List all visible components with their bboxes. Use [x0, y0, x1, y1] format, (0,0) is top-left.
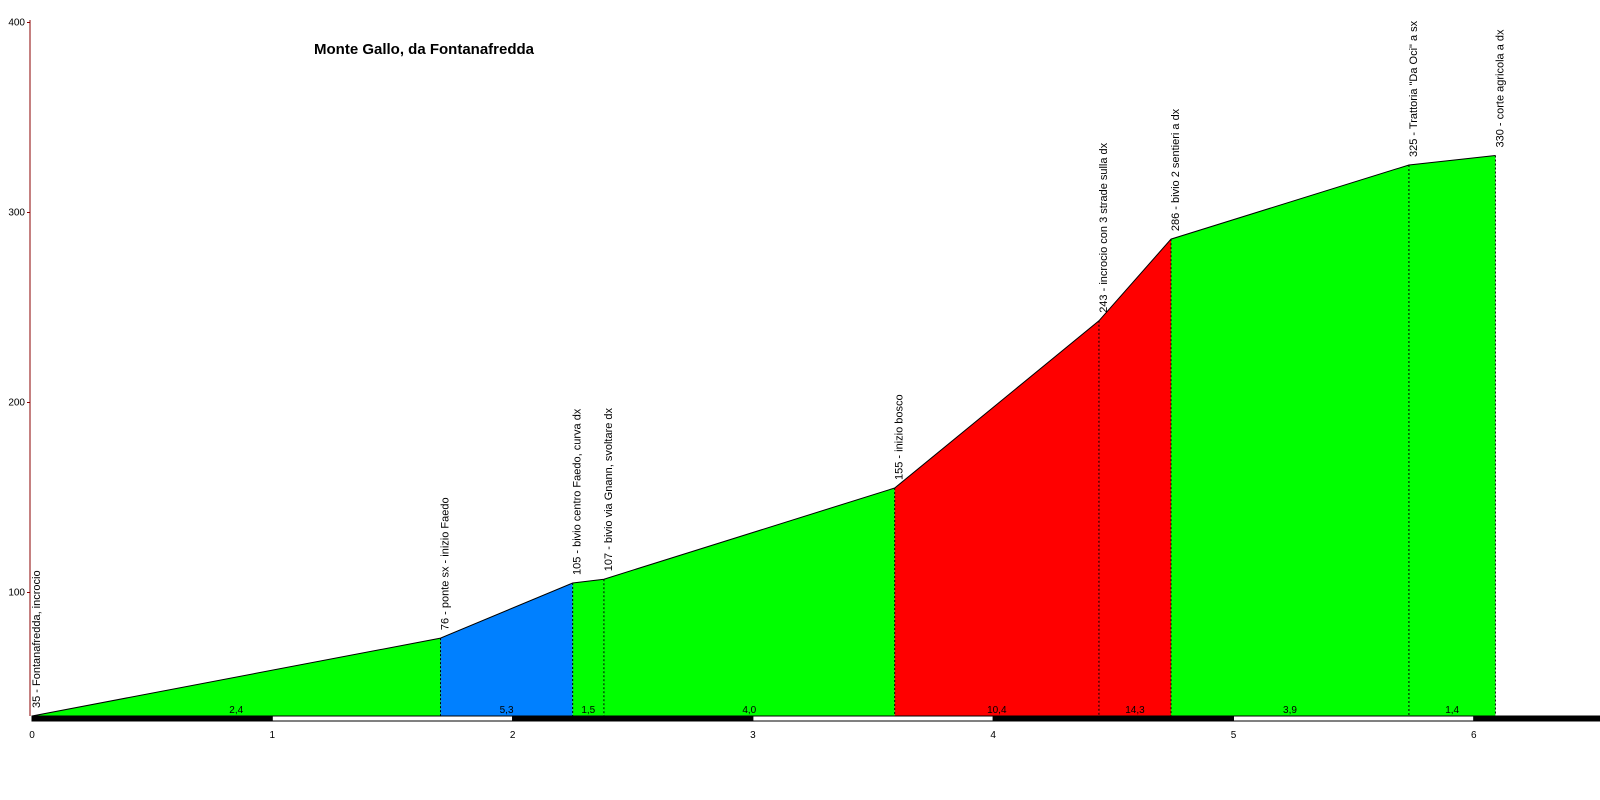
- waypoint-label-3: 105 - bivio centro Faedo, curva dx: [572, 408, 584, 575]
- segment-dividers: [440, 155, 1496, 716]
- waypoint-labels: 35 - Fontanafredda, incrocio 76 - ponte s…: [31, 20, 1506, 708]
- waypoint-label-1: 35 - Fontanafredda, incrocio: [31, 570, 43, 708]
- profile-area-segment-2: [440, 583, 573, 716]
- waypoint-label-6: 243 - incrocio con 3 strade sulla dx: [1098, 142, 1110, 312]
- gradient-label-3: 1,5: [581, 705, 595, 716]
- profile-area-segment-3: [572, 579, 604, 716]
- x-tick-label-3: 3: [750, 730, 756, 741]
- x-band-0: [31, 715, 273, 722]
- waypoint-label-2: 76 - ponte sx - inizio Faedo: [440, 497, 452, 630]
- waypoint-label-5: 155 - inizio bosco: [894, 394, 906, 480]
- waypoint-label-4: 107 - bivio via Gnann, svoltare dx: [603, 407, 615, 571]
- profile-areas: [31, 155, 1496, 717]
- profile-area-segment-4: [603, 488, 895, 716]
- profile-area-segment-8: [1408, 155, 1496, 716]
- x-tick-label-5: 5: [1231, 730, 1237, 741]
- x-tick-label-1: 1: [270, 730, 276, 741]
- x-band-5: [1233, 715, 1475, 722]
- gradient-label-4: 4,0: [742, 705, 756, 716]
- gradient-label-8: 1,4: [1445, 705, 1459, 716]
- y-tick-label-300: 300: [8, 208, 25, 219]
- x-band-6: [1473, 715, 1600, 722]
- profile-area-segment-5: [894, 320, 1099, 716]
- y-tick-label-100: 100: [8, 588, 25, 599]
- gradient-label-5: 10,4: [987, 705, 1007, 716]
- profile-area-segment-6: [1098, 239, 1172, 716]
- x-tick-label-6: 6: [1471, 730, 1477, 741]
- x-band-4: [992, 715, 1235, 722]
- gradient-label-6: 14,3: [1125, 705, 1145, 716]
- x-tick-label-2: 2: [510, 730, 516, 741]
- chart-title: Monte Gallo, da Fontanafredda: [314, 41, 535, 58]
- x-band-2: [512, 715, 754, 722]
- x-band-3: [752, 715, 994, 722]
- gradient-labels: 2,4 5,3 1,5 4,0 10,4 14,3 3,9 1,4: [229, 705, 1459, 716]
- gradient-label-1: 2,4: [229, 705, 243, 716]
- profile-area-segment-7: [1171, 165, 1409, 716]
- y-axis: 100 200 300 400: [8, 18, 31, 716]
- x-axis: 0 1 2 3 4 5 6: [29, 715, 1600, 741]
- gradient-label-7: 3,9: [1283, 705, 1297, 716]
- waypoint-label-9: 330 - corte agricola a dx: [1494, 29, 1506, 148]
- x-tick-label-0: 0: [29, 730, 35, 741]
- waypoint-label-7: 286 - bivio 2 sentieri a dx: [1170, 108, 1182, 231]
- waypoint-label-8: 325 - Trattoria "Da Oci" a sx: [1408, 20, 1420, 157]
- x-tick-label-4: 4: [990, 730, 996, 741]
- y-tick-label-200: 200: [8, 398, 25, 409]
- x-band-1: [271, 715, 514, 722]
- gradient-label-2: 5,3: [500, 705, 514, 716]
- y-tick-label-400: 400: [8, 18, 25, 29]
